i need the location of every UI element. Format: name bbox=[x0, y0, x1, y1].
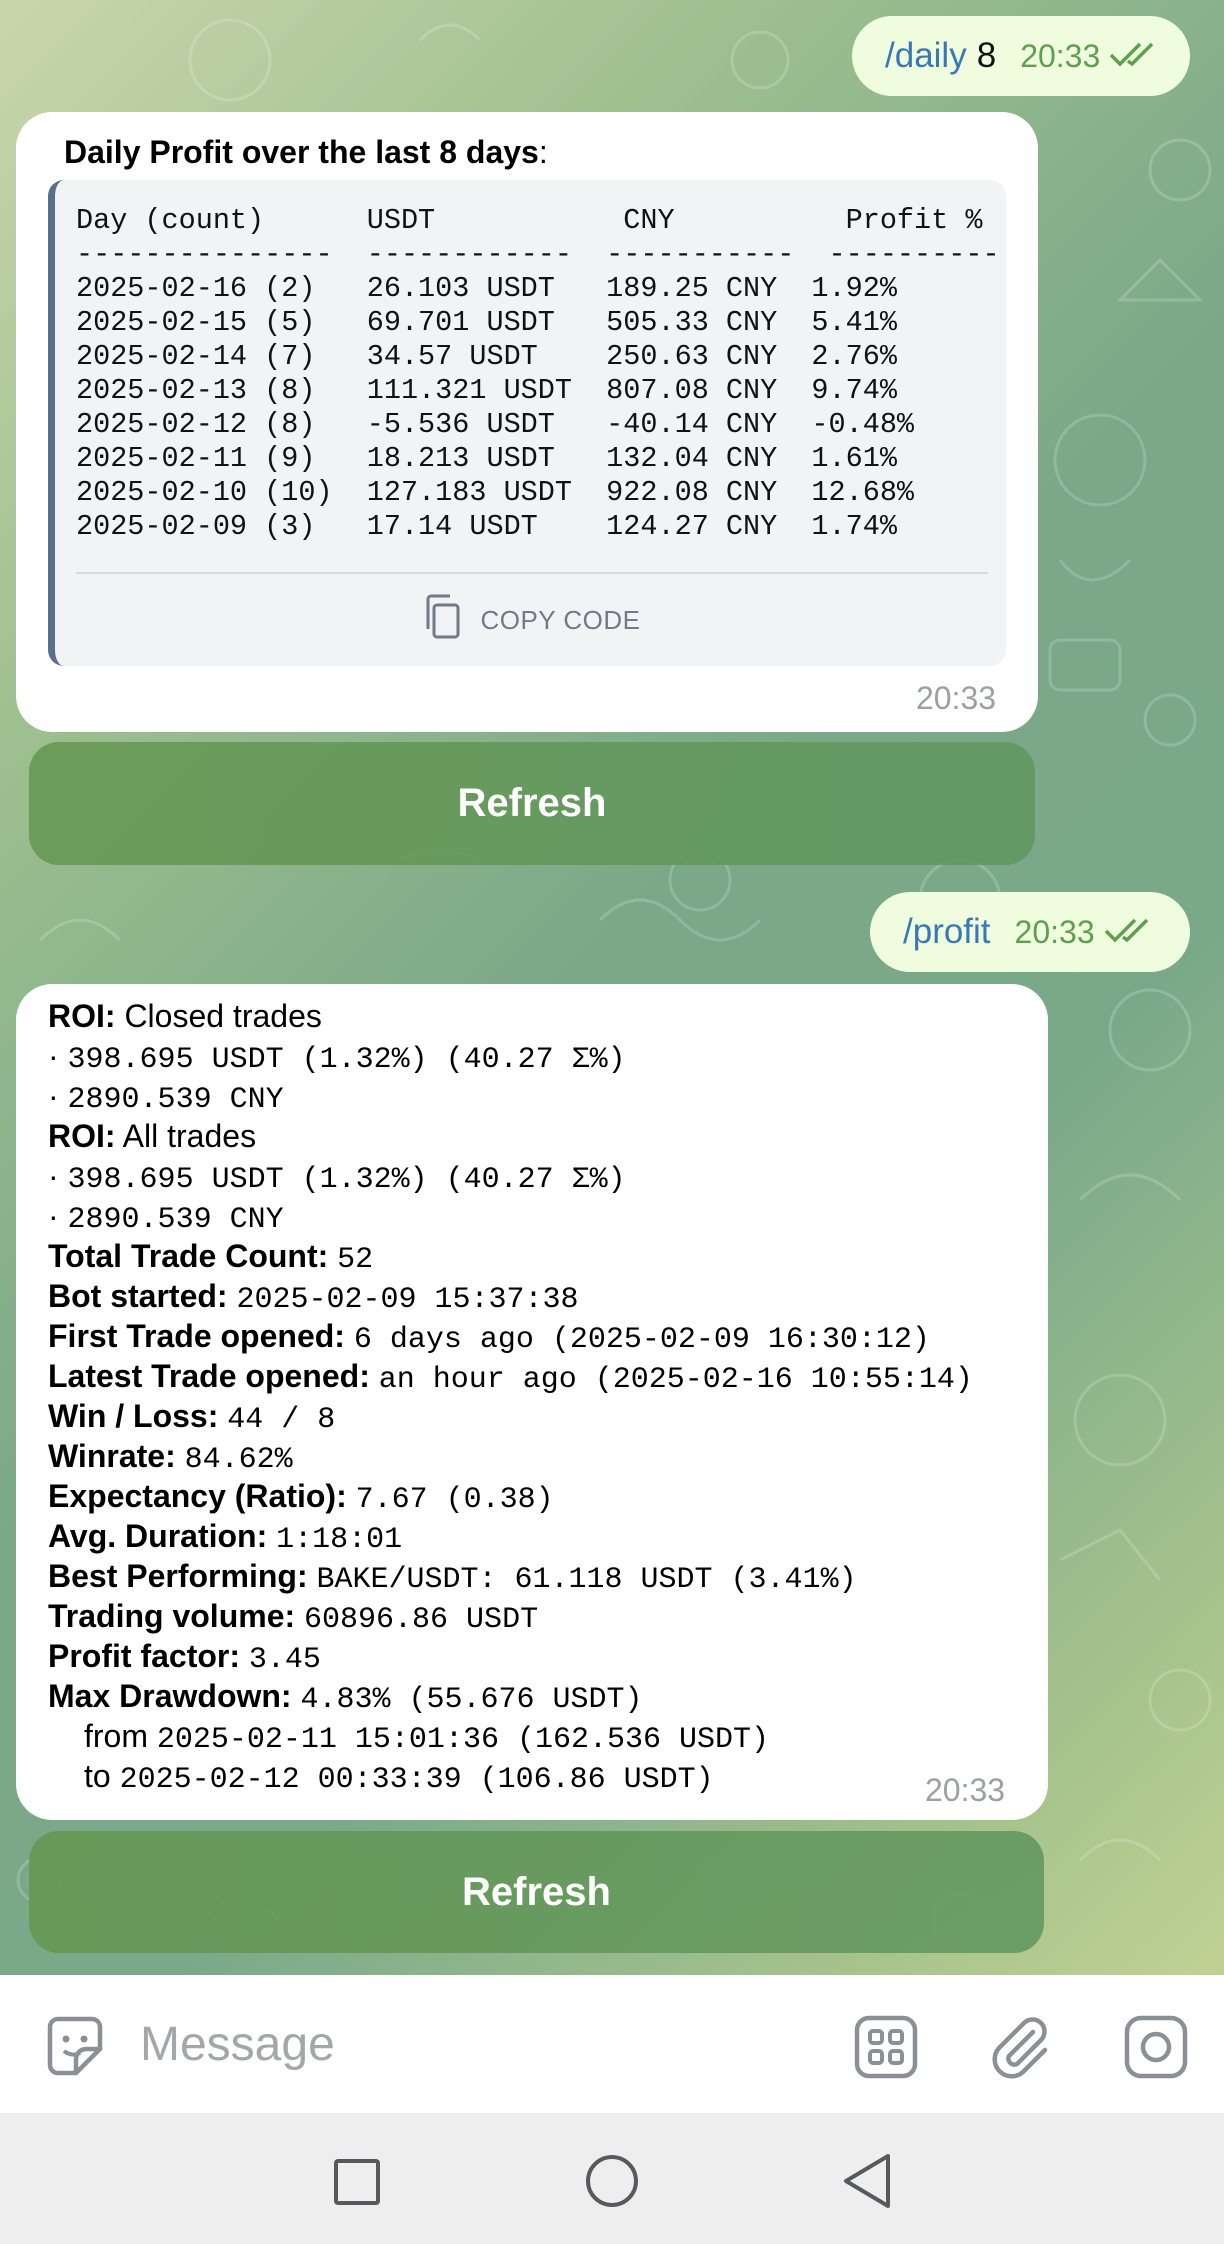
stat-first-trade-opened: First Trade opened: 6 days ago (2025-02-… bbox=[48, 1318, 930, 1357]
stat-best-performing: Best Performing: BAKE/USDT: 61.118 USDT … bbox=[48, 1558, 857, 1597]
stat-avg-duration: Avg. Duration: 1:18:01 bbox=[48, 1518, 403, 1557]
outgoing-message-daily: /daily 8 20:33 bbox=[852, 16, 1190, 96]
refresh-button-profit[interactable]: Refresh bbox=[29, 1831, 1044, 1953]
message-time: 20:33 bbox=[916, 680, 997, 716]
roi-all-usdt: · 398.695 USDT (1.32%) (40.27 Σ%) bbox=[48, 1158, 626, 1197]
back-triangle-icon[interactable] bbox=[838, 2151, 896, 2211]
copy-icon bbox=[420, 593, 464, 648]
drawdown-from: from 2025-02-11 15:01:36 (162.536 USDT) bbox=[84, 1718, 769, 1757]
stat-expectancy: Expectancy (Ratio): 7.67 (0.38) bbox=[48, 1478, 554, 1517]
daily-profit-table: Day (count) USDT CNY Profit % ----------… bbox=[76, 204, 1000, 543]
stat-profit-factor: Profit factor: 3.45 bbox=[48, 1638, 321, 1677]
copy-code-label: COPY CODE bbox=[480, 604, 641, 635]
stat-bot-started: Bot started: 2025-02-09 15:37:38 bbox=[48, 1278, 579, 1317]
outgoing-message-profit: /profit 20:33 bbox=[870, 892, 1190, 972]
command-link-profit[interactable]: /profit bbox=[903, 912, 991, 951]
roi-all-heading: ROI: All trades bbox=[48, 1118, 257, 1154]
roi-closed-cny: · 2890.539 CNY bbox=[48, 1078, 284, 1117]
copy-code-button[interactable]: COPY CODE bbox=[55, 580, 1006, 660]
stat-max-drawdown: Max Drawdown: 4.83% (55.676 USDT) bbox=[48, 1678, 643, 1717]
roi-closed-heading: ROI: Closed trades bbox=[48, 998, 322, 1034]
incoming-message-profit: ROI: Closed trades · 398.695 USDT (1.32%… bbox=[16, 984, 1048, 1820]
stat-trading-volume: Trading volume: 60896.86 USDT bbox=[48, 1598, 539, 1637]
daily-title-bold: Daily Profit over the last 8 days bbox=[64, 134, 539, 170]
chat-area[interactable]: /daily 8 20:33 Daily Profit over the las… bbox=[0, 0, 1224, 1975]
profit-summary: ROI: Closed trades · 398.695 USDT (1.32%… bbox=[48, 996, 973, 1797]
sticker-icon[interactable] bbox=[40, 2011, 110, 2081]
drawdown-to: to 2025-02-12 00:33:39 (106.86 USDT) bbox=[84, 1758, 714, 1797]
roi-all-cny: · 2890.539 CNY bbox=[48, 1198, 284, 1237]
roi-closed-usdt: · 398.695 USDT (1.32%) (40.27 Σ%) bbox=[48, 1038, 626, 1077]
command-link-daily[interactable]: /daily bbox=[885, 36, 967, 75]
refresh-button-daily[interactable]: Refresh bbox=[29, 742, 1035, 865]
attach-icon[interactable] bbox=[988, 2013, 1056, 2081]
stat-winrate: Winrate: 84.62% bbox=[48, 1438, 293, 1477]
daily-title-suffix: : bbox=[538, 134, 548, 170]
read-ticks-icon bbox=[1103, 917, 1153, 948]
message-time: 20:33 bbox=[1020, 37, 1101, 74]
message-time: 20:33 bbox=[1014, 913, 1095, 950]
system-navigation-bar bbox=[0, 2113, 1224, 2244]
read-ticks-icon bbox=[1108, 41, 1158, 72]
stat-win-loss: Win / Loss: 44 / 8 bbox=[48, 1398, 336, 1437]
daily-title: Daily Profit over the last 8 days: bbox=[64, 134, 548, 171]
incoming-message-daily-profit: Daily Profit over the last 8 days: Day (… bbox=[16, 112, 1038, 732]
message-input[interactable]: Message bbox=[140, 2018, 335, 2071]
home-circle-icon[interactable] bbox=[582, 2151, 642, 2211]
message-composer: Message bbox=[0, 1975, 1224, 2113]
camera-icon[interactable] bbox=[1122, 2013, 1190, 2081]
code-block[interactable]: Day (count) USDT CNY Profit % ----------… bbox=[48, 180, 1006, 666]
message-time: 20:33 bbox=[925, 1772, 1006, 1808]
stat-total-trade-count: Total Trade Count: 52 bbox=[48, 1238, 374, 1277]
divider bbox=[76, 572, 988, 574]
bot-menu-icon[interactable] bbox=[852, 2013, 920, 2081]
recents-square-icon[interactable] bbox=[328, 2153, 386, 2211]
stat-latest-trade-opened: Latest Trade opened: an hour ago (2025-0… bbox=[48, 1358, 973, 1397]
command-argument: 8 bbox=[976, 36, 997, 75]
